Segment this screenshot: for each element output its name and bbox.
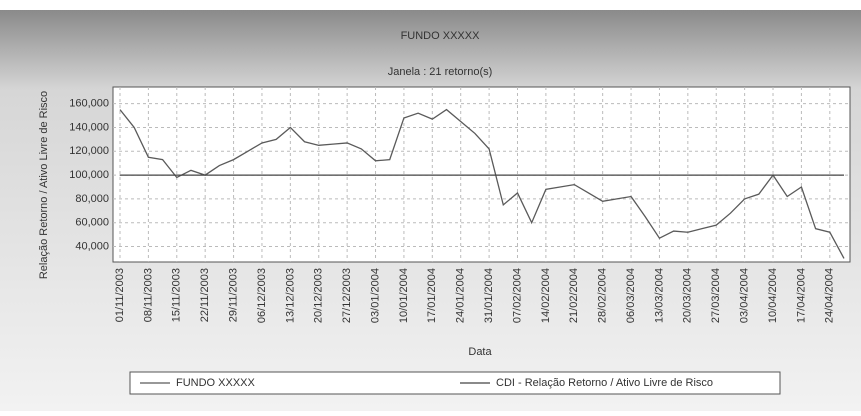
y-tick-label: 80,000 (75, 193, 109, 205)
chart-subtitle: Janela : 21 retorno(s) (388, 66, 493, 78)
x-tick-label: 06/12/2003 (256, 268, 268, 323)
x-tick-label: 28/02/2004 (597, 268, 609, 323)
x-tick-label: 17/01/2004 (426, 268, 438, 323)
x-tick-label: 13/03/2004 (653, 268, 665, 323)
x-tick-label: 14/02/2004 (540, 268, 552, 323)
y-tick-label: 60,000 (75, 217, 109, 229)
y-tick-label: 100,000 (69, 169, 109, 181)
legend-label: FUNDO XXXXX (176, 377, 256, 389)
x-tick-label: 08/11/2003 (142, 268, 154, 322)
legend-label: CDI - Relação Retorno / Ativo Livre de R… (496, 377, 713, 389)
x-axis-label: Data (468, 346, 492, 358)
x-tick-label: 27/12/2003 (341, 268, 353, 323)
x-tick-label: 22/11/2003 (199, 268, 211, 322)
x-tick-label: 24/01/2004 (455, 268, 467, 323)
x-tick-label: 07/02/2004 (511, 268, 523, 323)
x-tick-label: 10/04/2004 (767, 268, 779, 323)
x-tick-label: 24/04/2004 (824, 268, 836, 323)
x-tick-label: 17/04/2004 (795, 268, 807, 323)
x-tick-label: 21/02/2004 (568, 268, 580, 323)
x-tick-label: 20/03/2004 (682, 268, 694, 323)
x-tick-label: 10/01/2004 (398, 268, 410, 323)
y-tick-label: 140,000 (69, 121, 109, 133)
x-tick-label: 03/04/2004 (739, 268, 751, 323)
y-tick-label: 160,000 (69, 98, 109, 110)
y-axis-label: Relação Retorno / Ativo Livre de Risco (38, 91, 50, 279)
y-tick-label: 120,000 (69, 145, 109, 157)
x-tick-label: 31/01/2004 (483, 268, 495, 323)
series-line (119, 108, 845, 259)
chart-title: FUNDO XXXXX (401, 30, 481, 42)
x-tick-label: 20/12/2003 (313, 268, 325, 323)
y-tick-label: 40,000 (75, 240, 109, 252)
x-tick-label: 03/01/2004 (369, 268, 381, 323)
legend (129, 371, 781, 395)
x-tick-label: 06/03/2004 (625, 268, 637, 323)
x-tick-label: 29/11/2003 (227, 268, 239, 322)
x-tick-label: 13/12/2003 (284, 268, 296, 323)
series-group (119, 108, 845, 259)
x-tick-label: 01/11/2003 (114, 268, 126, 322)
x-tick-label: 15/11/2003 (171, 268, 183, 322)
x-tick-label: 27/03/2004 (710, 268, 722, 323)
